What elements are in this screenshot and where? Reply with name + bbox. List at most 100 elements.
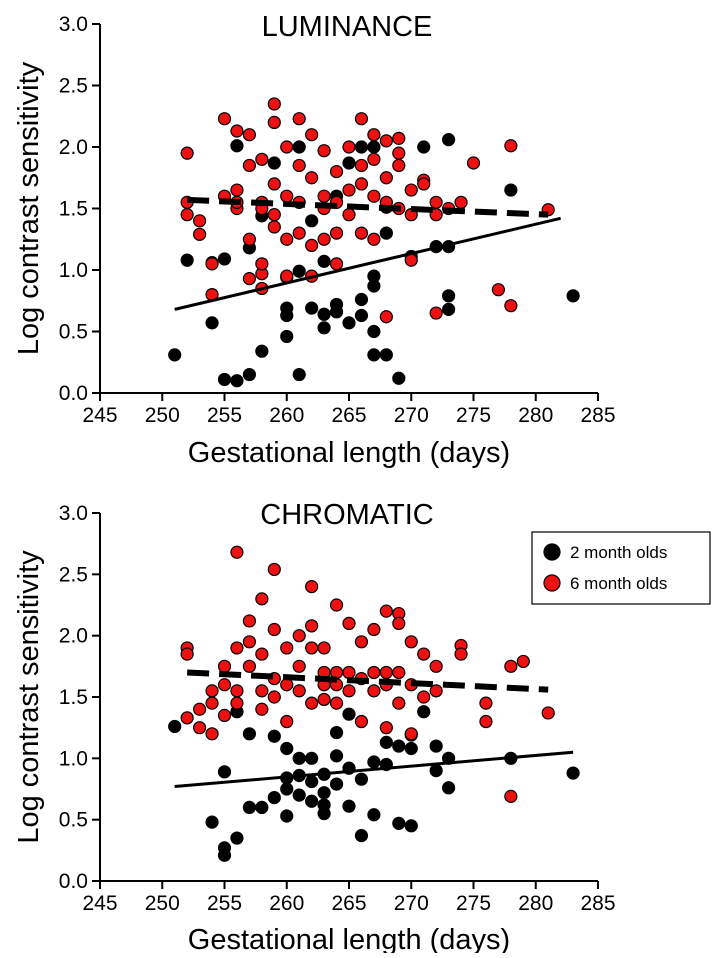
point-2-month-olds — [417, 140, 431, 154]
point-6-month-olds — [230, 183, 244, 197]
point-2-month-olds — [280, 809, 294, 823]
point-6-month-olds — [267, 562, 281, 577]
point-6-month-olds — [205, 727, 219, 741]
point-2-month-olds — [342, 707, 356, 721]
luminance-panel: 0.0 0.5 1.0 1.5 2.0 2.5 3.0 245 250 255 260 265 270 2… — [13, 11, 616, 469]
point-2-month-olds — [168, 719, 182, 734]
point-6-month-olds — [354, 226, 369, 240]
chart-title: LUMINANCE — [262, 11, 433, 43]
point-6-month-olds — [242, 659, 256, 673]
point-6-month-olds — [317, 189, 331, 203]
x-tick-label: 250 — [145, 892, 180, 915]
point-6-month-olds — [516, 654, 530, 669]
point-6-month-olds — [193, 721, 207, 735]
point-6-month-olds — [342, 208, 356, 222]
point-6-month-olds — [392, 616, 406, 631]
point-6-month-olds — [392, 158, 406, 173]
point-2-month-olds — [504, 183, 518, 197]
y-tick-label: 0.0 — [59, 382, 88, 405]
point-6-month-olds — [280, 641, 294, 655]
point-6-month-olds — [230, 124, 244, 138]
point-6-month-olds — [180, 647, 194, 661]
point-2-month-olds — [329, 777, 344, 791]
fit-line-2-month-olds — [174, 750, 574, 789]
point-6-month-olds — [479, 714, 493, 729]
point-2-month-olds — [305, 794, 319, 808]
y-tick-label: 3.0 — [59, 502, 88, 525]
point-6-month-olds — [379, 310, 393, 324]
point-6-month-olds — [354, 177, 369, 191]
point-2-month-olds — [280, 741, 294, 756]
point-2-month-olds — [392, 371, 406, 385]
point-6-month-olds — [205, 696, 219, 710]
point-6-month-olds — [267, 622, 281, 637]
point-2-month-olds — [217, 765, 232, 779]
x-tick-label: 275 — [456, 404, 491, 427]
point-2-month-olds — [180, 253, 194, 267]
point-2-month-olds — [292, 751, 306, 765]
point-6-month-olds — [329, 598, 344, 612]
point-6-month-olds — [429, 306, 443, 320]
point-6-month-olds — [367, 684, 381, 698]
point-6-month-olds — [404, 183, 418, 197]
point-6-month-olds — [193, 702, 207, 716]
point-2-month-olds — [317, 254, 331, 268]
point-6-month-olds — [317, 144, 331, 158]
y-tick-label: 2.0 — [59, 625, 88, 648]
point-6-month-olds — [280, 678, 294, 692]
point-6-month-olds — [504, 299, 518, 313]
point-6-month-olds — [541, 706, 555, 720]
point-6-month-olds — [404, 727, 418, 741]
point-2-month-olds — [392, 816, 406, 830]
point-6-month-olds — [392, 696, 406, 710]
point-6-month-olds — [180, 146, 194, 160]
chart-title: CHROMATIC — [260, 499, 433, 531]
point-2-month-olds — [404, 819, 418, 833]
y-tick-label: 1.5 — [59, 198, 88, 221]
point-6-month-olds — [429, 659, 443, 673]
point-6-month-olds — [267, 177, 281, 191]
point-6-month-olds — [429, 684, 443, 698]
point-6-month-olds — [305, 696, 319, 710]
point-2-month-olds — [429, 763, 443, 778]
point-6-month-olds — [230, 545, 244, 559]
point-2-month-olds — [342, 316, 356, 330]
point-2-month-olds — [417, 705, 431, 719]
plot-area — [168, 97, 580, 388]
point-2-month-olds — [205, 316, 219, 330]
point-2-month-olds — [367, 140, 381, 154]
legend-marker-2-month-olds — [543, 543, 561, 561]
point-6-month-olds — [292, 659, 306, 673]
point-6-month-olds — [292, 112, 306, 126]
point-6-month-olds — [491, 283, 505, 297]
point-2-month-olds — [367, 755, 381, 769]
point-2-month-olds — [354, 292, 369, 307]
point-6-month-olds — [292, 684, 306, 698]
point-2-month-olds — [329, 297, 344, 312]
point-6-month-olds — [429, 208, 443, 222]
point-2-month-olds — [292, 788, 306, 802]
legend: 2 month olds 6 month olds — [531, 531, 711, 605]
point-6-month-olds — [292, 629, 306, 643]
point-6-month-olds — [242, 128, 256, 142]
point-6-month-olds — [342, 140, 356, 154]
point-6-month-olds — [267, 115, 281, 130]
y-tick-label: 2.0 — [59, 136, 88, 159]
point-2-month-olds — [230, 139, 244, 153]
x-tick-label: 265 — [331, 892, 366, 915]
point-2-month-olds — [217, 848, 232, 862]
point-2-month-olds — [292, 264, 306, 278]
point-6-month-olds — [367, 665, 381, 680]
fit-line-2-month-olds — [174, 216, 561, 311]
y-tick-label: 1.5 — [59, 686, 88, 709]
point-6-month-olds — [193, 214, 207, 228]
y-tick-label: 2.5 — [59, 563, 88, 586]
x-tick-label: 260 — [269, 404, 304, 427]
point-2-month-olds — [317, 798, 331, 812]
legend-box — [531, 531, 711, 605]
y-tick-label: 1.0 — [59, 747, 88, 770]
x-tick-label: 250 — [145, 404, 180, 427]
point-2-month-olds — [566, 766, 580, 780]
y-tick-label: 3.0 — [59, 13, 88, 36]
